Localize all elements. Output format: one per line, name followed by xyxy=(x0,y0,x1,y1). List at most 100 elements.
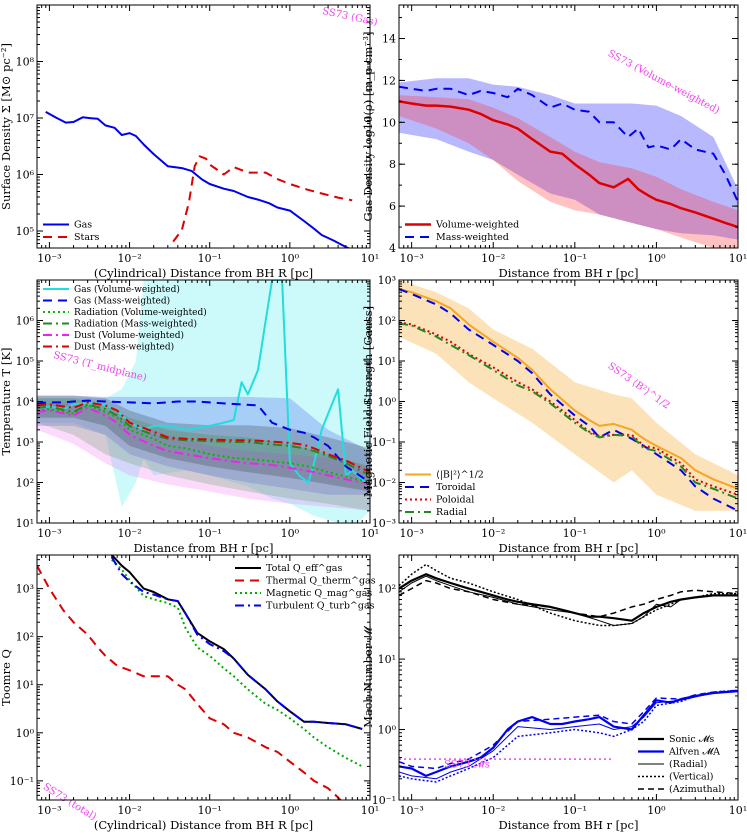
series-line-gas-mass-weighted xyxy=(37,399,370,484)
x-tick-label: 10⁻² xyxy=(481,252,505,265)
legend-label-radial: Radial xyxy=(436,507,467,518)
shaded-band-2 xyxy=(37,395,370,495)
series-line-alfven-radial xyxy=(399,690,738,780)
x-axis-label: (Cylindrical) Distance from BH R [pc] xyxy=(94,818,313,832)
shaded-band-2 xyxy=(399,95,738,248)
legend-label-radial: (Radial) xyxy=(669,759,707,770)
y-tick-label: 10⁻¹ xyxy=(372,436,396,449)
legend-label-stars: Stars xyxy=(74,232,100,243)
series-line-turbulent-q-turb-gas xyxy=(110,556,363,730)
x-tick-label: 10⁻¹ xyxy=(563,252,587,265)
y-tick-label: 10³ xyxy=(378,274,396,287)
y-tick-label: 10¹ xyxy=(378,653,396,666)
y-tick-label: 10² xyxy=(16,477,34,490)
panel-surface-density: SS73 (Gas)10⁻³ 10⁻² 10⁻¹ 10⁰ 10¹10⁵10⁶10⁷10⁸… xyxy=(0,4,379,280)
series-line-dust-volume-weighted xyxy=(37,406,370,486)
y-tick-label: 10⁵ xyxy=(16,225,34,238)
legend-label-magnetic-q-mag-gas: Magnetic Q_mag^gas xyxy=(266,588,372,599)
legend-label-volume-weighted: Volume-weighted xyxy=(435,220,519,231)
axes-frame xyxy=(36,554,371,801)
y-tick-label: 10⁵ xyxy=(16,355,34,368)
series-line-radiation-mass-weighted xyxy=(37,403,370,477)
annotation-ss73-s: SS73 𝓜s xyxy=(444,759,490,770)
legend-label-total-q-eff-gas: Total Q_eff^gas xyxy=(266,563,342,574)
x-tick-label: 10⁻³ xyxy=(400,804,424,817)
x-tick-label: 10¹ xyxy=(361,804,379,817)
legend-label-poloidal: Poloidal xyxy=(436,495,474,506)
x-tick-label: 10⁻² xyxy=(481,527,505,540)
legend-label-gas-volume-weighted: Gas (Volume-weighted) xyxy=(74,284,180,295)
y-tick-label: 10⁰ xyxy=(16,727,35,740)
legend-label-sonic-s: Sonic 𝓜s xyxy=(669,734,714,745)
y-tick-label: 10¹ xyxy=(378,355,396,368)
legend-label-dust-volume-weighted: Dust (Volume-weighted) xyxy=(74,330,184,341)
legend-label-radiation-mass-weighted: Radiation (Mass-weighted) xyxy=(74,319,197,330)
legend-label-dust-mass-weighted: Dust (Mass-weighted) xyxy=(74,342,174,353)
series-line-dust-mass-weighted xyxy=(37,401,370,474)
y-tick-label: 10³ xyxy=(16,583,34,596)
legend-label-thermal-q-therm-gas: Thermal Q_therm^gas xyxy=(266,576,376,587)
y-axis-label: Toomre Q xyxy=(0,649,13,706)
panel-gas-density: SS73 (Volume-weighted)10⁻³ 10⁻² 10⁻¹ 10⁰ 10¹… xyxy=(361,4,747,280)
legend-label-radiation-volume-weighted: Radiation (Volume-weighted) xyxy=(74,307,207,318)
x-tick-label: 10⁻¹ xyxy=(563,804,587,817)
series-line-mass-weighted xyxy=(399,85,738,203)
series-line-sonic-s xyxy=(399,573,738,622)
y-tick-label: 10⁶ xyxy=(16,168,35,181)
series-line-gas-volume-weighted xyxy=(37,280,370,488)
series-line-sonic-azimuthal xyxy=(399,579,738,618)
x-tick-label: 10⁰ xyxy=(281,804,300,817)
shaded-band-4 xyxy=(37,403,370,511)
x-tick-label: 10¹ xyxy=(729,527,747,540)
series-line-b-1-2 xyxy=(399,288,738,490)
shaded-band-1 xyxy=(399,280,738,511)
legend-label-toroidal: Toroidal xyxy=(436,482,475,493)
y-tick-label: 10² xyxy=(16,631,34,644)
x-tick-label: 10⁰ xyxy=(647,527,666,540)
x-tick-label: 10¹ xyxy=(361,527,379,540)
x-tick-label: 10⁻¹ xyxy=(563,527,587,540)
y-tick-label: 14 xyxy=(382,33,396,46)
x-tick-label: 10⁻² xyxy=(117,252,141,265)
y-axis-label: Mach Number 𝓜 xyxy=(361,625,375,728)
x-tick-label: 10⁻¹ xyxy=(198,252,222,265)
plot-area xyxy=(399,78,738,248)
y-axis-label: Magnetic Field Strength [Gauss] xyxy=(361,306,375,497)
y-tick-label: 10⁻² xyxy=(372,477,396,490)
y-tick-label: 10⁻³ xyxy=(372,517,396,530)
y-tick-label: 10 xyxy=(382,116,396,129)
y-tick-label: 8 xyxy=(389,158,396,171)
axes-frame xyxy=(36,4,371,249)
x-axis-label: Distance from BH r [pc] xyxy=(134,541,274,555)
x-tick-label: 10⁰ xyxy=(281,527,300,540)
x-tick-label: 10⁻³ xyxy=(400,252,424,265)
x-tick-label: 10¹ xyxy=(361,252,379,265)
plot-area xyxy=(37,555,363,800)
x-tick-label: 10⁻² xyxy=(117,804,141,817)
legend-label-mass-weighted: Mass-weighted xyxy=(436,232,509,243)
y-tick-label: 10⁶ xyxy=(16,315,35,328)
x-axis-label: Distance from BH r [pc] xyxy=(499,266,639,280)
x-tick-label: 10⁻² xyxy=(481,804,505,817)
series-line-poloidal xyxy=(399,321,738,496)
x-tick-label: 10¹ xyxy=(729,252,747,265)
y-tick-label: 10⁷ xyxy=(16,112,35,125)
legend-label-turbulent-q-turb-gas: Turbulent Q_turb^gas xyxy=(266,601,375,612)
x-axis-label: Distance from BH r [pc] xyxy=(499,818,639,832)
legend-label-vertical: (Vertical) xyxy=(669,772,713,783)
panel-temperature: SS73 (T_midplane)10⁻³ 10⁻² 10⁻¹ 10⁰ 10¹10¹10… xyxy=(0,279,379,555)
y-axis-label: Temperature T [K] xyxy=(0,348,13,456)
y-axis-label: Surface Density Σ [M⊙ pc⁻²] xyxy=(0,43,13,210)
y-tick-label: 12 xyxy=(382,74,396,87)
axes-frame xyxy=(398,554,739,801)
x-tick-label: 10⁻³ xyxy=(37,804,61,817)
series-line-alfven-a xyxy=(399,690,738,777)
panel-toomre-q: SS73 (total)10⁻³ 10⁻² 10⁻¹ 10⁰ 10¹10⁻¹10⁰10¹… xyxy=(0,554,379,832)
series-line-sonic-vertical xyxy=(399,563,738,627)
legend-label-alfven-a: Alfven 𝓜A xyxy=(668,747,720,758)
series-line-gas xyxy=(45,111,351,248)
legend-label-azimuthal: (Azimuthal) xyxy=(669,784,725,795)
y-tick-label: 10⁰ xyxy=(378,724,397,737)
